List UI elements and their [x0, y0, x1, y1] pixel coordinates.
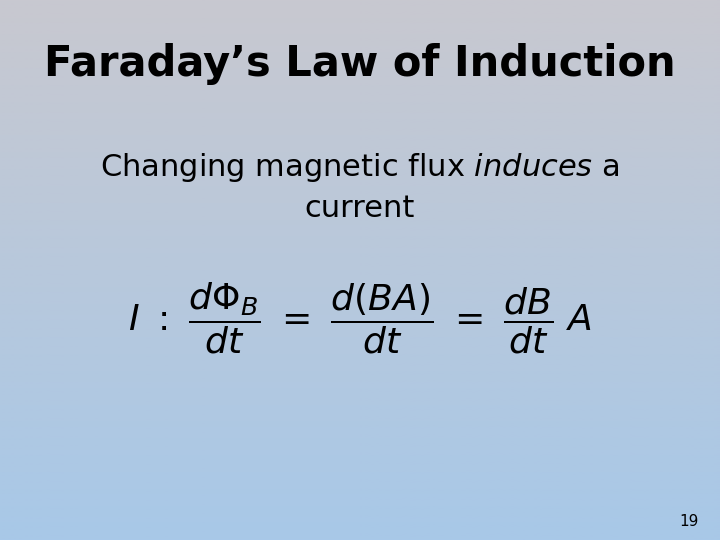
Text: $\mathit{I}\ :\ \dfrac{d\Phi_{B}}{dt}\ =\ \dfrac{d(BA)}{dt}\ =\ \dfrac{dB}{dt}\ : $\mathit{I}\ :\ \dfrac{d\Phi_{B}}{dt}\ =…: [128, 281, 592, 356]
Text: Changing magnetic flux $\mathit{induces}$ a: Changing magnetic flux $\mathit{induces}…: [100, 151, 620, 184]
Text: Faraday’s Law of Induction: Faraday’s Law of Induction: [44, 43, 676, 85]
Text: current: current: [305, 194, 415, 224]
Text: 19: 19: [679, 514, 698, 529]
